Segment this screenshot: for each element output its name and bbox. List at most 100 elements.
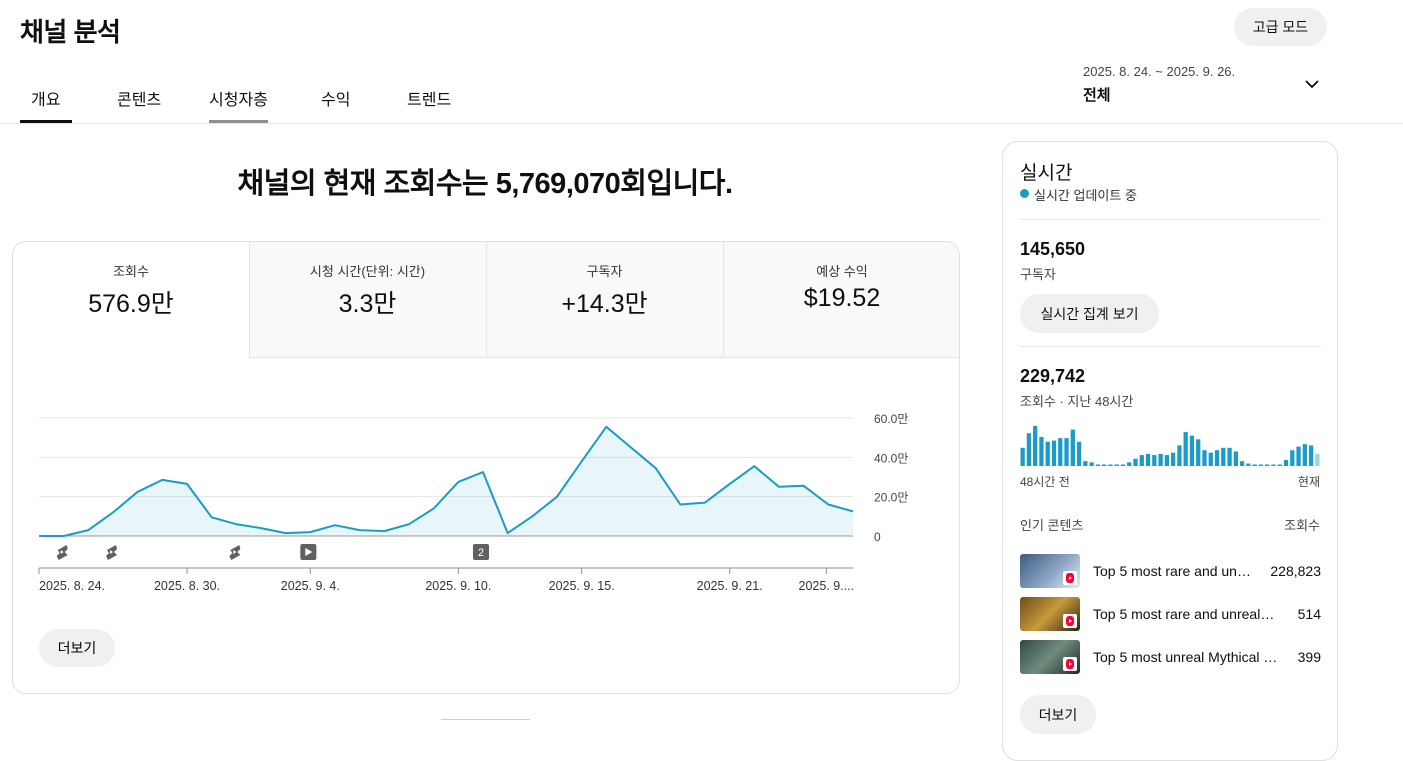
hourly-bar[interactable]: [1202, 450, 1206, 466]
hourly-bar[interactable]: [1071, 430, 1075, 466]
views-48h-count: 229,742: [1020, 366, 1085, 387]
live-status: 실시간 업데이트 중: [1034, 185, 1137, 204]
hourly-bar[interactable]: [1127, 462, 1131, 466]
hourly-bar[interactable]: [1246, 464, 1250, 466]
shorts-marker-icon[interactable]: [57, 545, 68, 560]
views-48h-label: 조회수 · 지난 48시간: [1020, 391, 1133, 410]
x-tick-label: 2025. 8. 30.: [154, 579, 220, 593]
top-content-item[interactable]: Top 5 most rare and unreal Mythical 514: [1020, 597, 1321, 631]
realtime-title: 실시간: [1020, 158, 1072, 185]
hourly-bar[interactable]: [1215, 450, 1219, 466]
tab-revenue[interactable]: 수익: [321, 86, 350, 110]
scroll-indicator: [441, 719, 530, 720]
hourly-bar[interactable]: [1171, 453, 1175, 466]
hourly-bar[interactable]: [1290, 450, 1294, 466]
upload-count-marker[interactable]: 2: [473, 544, 489, 560]
hourly-bar[interactable]: [1096, 465, 1100, 467]
video-thumbnail: [1020, 554, 1080, 588]
item-title[interactable]: Top 5 most rare and unreal: [1093, 563, 1253, 579]
hourly-bar[interactable]: [1234, 451, 1238, 466]
item-views: 228,823: [1270, 563, 1321, 579]
hourly-bar[interactable]: [1058, 438, 1062, 466]
hourly-bar[interactable]: [1177, 445, 1181, 466]
tab-audience[interactable]: 시청자층: [209, 86, 268, 110]
advanced-mode-button[interactable]: 고급 모드: [1234, 8, 1327, 46]
more-button[interactable]: 더보기: [39, 629, 115, 667]
hourly-bar[interactable]: [1315, 454, 1319, 466]
hourly-bar[interactable]: [1146, 454, 1150, 466]
hourly-bar[interactable]: [1196, 439, 1200, 466]
x-tick-label: 2025. 9. 21.: [697, 579, 763, 593]
hourly-bar[interactable]: [1296, 447, 1300, 466]
chevron-down-icon[interactable]: [1302, 74, 1322, 94]
hourly-bar[interactable]: [1140, 455, 1144, 466]
hourly-bar[interactable]: [1209, 453, 1213, 466]
hourly-bar[interactable]: [1083, 461, 1087, 466]
hourly-bar[interactable]: [1133, 459, 1137, 466]
divider: [1020, 346, 1321, 347]
top-content-label: 인기 콘텐츠: [1020, 515, 1083, 534]
hourly-bar[interactable]: [1064, 438, 1068, 466]
hourly-bar[interactable]: [1284, 460, 1288, 466]
video-thumbnail: [1020, 597, 1080, 631]
hourly-bar[interactable]: [1303, 444, 1307, 466]
subscriber-label: 구독자: [1020, 264, 1056, 283]
top-content-item[interactable]: Top 5 most rare and unreal 228,823: [1020, 554, 1321, 588]
hourly-bar[interactable]: [1259, 465, 1263, 467]
hourly-bar[interactable]: [1271, 465, 1275, 467]
hourly-bar[interactable]: [1021, 448, 1025, 466]
bars-start-label: 48시간 전: [1020, 473, 1070, 490]
date-scope-text[interactable]: 전체: [1083, 84, 1111, 105]
more-button[interactable]: 더보기: [1020, 695, 1096, 734]
hourly-views-bar-chart[interactable]: [1020, 424, 1321, 466]
hourly-bar[interactable]: [1033, 426, 1037, 466]
hourly-bar[interactable]: [1121, 465, 1125, 467]
video-thumbnail: [1020, 640, 1080, 674]
hourly-bar[interactable]: [1077, 442, 1081, 466]
hourly-bar[interactable]: [1108, 465, 1112, 467]
item-title[interactable]: Top 5 most unreal Mythical creatures: [1093, 649, 1278, 665]
hourly-bar[interactable]: [1089, 462, 1093, 466]
video-marker-icon[interactable]: [300, 544, 316, 560]
hourly-bar[interactable]: [1253, 465, 1257, 467]
hourly-bar[interactable]: [1278, 465, 1282, 467]
x-tick-label: 2025. 8. 24.: [39, 579, 105, 593]
overview-card: 조회수 576.9만 시청 시간(단위: 시간) 3.3만 구독자 +14.3만…: [12, 241, 960, 694]
hourly-bar[interactable]: [1052, 441, 1056, 466]
hourly-bar[interactable]: [1265, 465, 1269, 467]
hourly-bar[interactable]: [1309, 445, 1313, 466]
shorts-marker-icon[interactable]: [106, 545, 117, 560]
hourly-bar[interactable]: [1152, 455, 1156, 466]
live-dot-icon: [1020, 189, 1029, 198]
shorts-icon: [1063, 657, 1077, 671]
hourly-bar[interactable]: [1227, 448, 1231, 466]
date-range-text[interactable]: 2025. 8. 24. ~ 2025. 9. 26.: [1083, 64, 1235, 79]
realtime-count-button[interactable]: 실시간 집계 보기: [1020, 294, 1159, 333]
tab-content[interactable]: 콘텐츠: [117, 86, 161, 110]
hourly-bar[interactable]: [1102, 465, 1106, 467]
y-tick-label: 40.0만: [874, 451, 908, 465]
shorts-marker-icon[interactable]: [229, 545, 240, 560]
hourly-bar[interactable]: [1158, 454, 1162, 466]
tab-trends[interactable]: 트렌드: [407, 86, 451, 110]
hourly-bar[interactable]: [1039, 437, 1043, 466]
item-title[interactable]: Top 5 most rare and unreal Mythical: [1093, 606, 1278, 622]
hourly-bar[interactable]: [1115, 465, 1119, 467]
header-divider: [0, 123, 1403, 124]
hourly-bar[interactable]: [1240, 461, 1244, 466]
hourly-bar[interactable]: [1046, 442, 1050, 466]
hourly-bar[interactable]: [1190, 436, 1194, 466]
item-views: 399: [1298, 649, 1321, 665]
top-content-item[interactable]: Top 5 most unreal Mythical creatures 399: [1020, 640, 1321, 674]
hourly-bar[interactable]: [1027, 433, 1031, 466]
y-tick-label: 20.0만: [874, 491, 908, 505]
hourly-bar[interactable]: [1165, 455, 1169, 466]
hourly-bar[interactable]: [1221, 448, 1225, 466]
shorts-icon: [1063, 571, 1077, 585]
tab-overview[interactable]: 개요: [31, 86, 60, 110]
x-tick-label: 2025. 9. 4.: [281, 579, 340, 593]
x-tick-label: 2025. 9. 10.: [425, 579, 491, 593]
subscriber-count: 145,650: [1020, 239, 1085, 260]
hourly-bar[interactable]: [1184, 432, 1188, 466]
